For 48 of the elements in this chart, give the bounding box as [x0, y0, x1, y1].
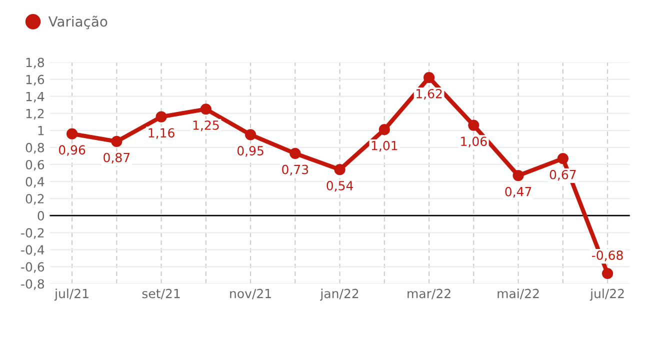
- data-label: 1,62: [416, 88, 442, 100]
- point: [512, 170, 524, 182]
- x-tick-label: nov/21: [230, 288, 271, 300]
- y-tick-label: 0,6: [26, 160, 44, 171]
- point: [334, 164, 346, 176]
- point: [557, 152, 568, 164]
- y-tick-label: -0,4: [21, 245, 44, 256]
- point: [200, 104, 212, 115]
- point: [378, 124, 390, 136]
- y-tick-label: 1,6: [26, 74, 44, 86]
- data-label: 0,95: [237, 146, 264, 157]
- data-label: 0,47: [505, 186, 532, 198]
- y-tick-label: 0,2: [26, 194, 44, 205]
- y-tick-label: 1,8: [26, 58, 44, 68]
- x-tick-label: jul/21: [54, 288, 88, 301]
- point: [66, 128, 78, 140]
- y-tick-label: 0,8: [26, 142, 44, 154]
- y-tick-label: -0,2: [21, 228, 44, 239]
- x-tick-label: jan/22: [320, 288, 358, 301]
- y-tick-label: -0,6: [21, 262, 44, 273]
- point: [244, 129, 256, 140]
- point: [468, 120, 480, 131]
- data-label: 1,06: [461, 136, 487, 148]
- legend-label: Variação: [48, 16, 108, 30]
- data-label: 0,73: [282, 164, 308, 176]
- y-tick-label: 0: [38, 211, 44, 221]
- point: [290, 148, 301, 159]
- data-label: 0,96: [58, 145, 86, 156]
- data-label: 1,16: [148, 128, 174, 139]
- point: [156, 111, 167, 122]
- point: [602, 268, 614, 280]
- data-label: 1,25: [193, 120, 219, 132]
- y-tick-label: 1: [38, 126, 44, 136]
- point: [423, 72, 435, 84]
- data-label: 1,01: [372, 140, 398, 152]
- x-tick-label: mai/22: [498, 288, 539, 300]
- point: [111, 136, 122, 148]
- data-label: 0,87: [104, 152, 130, 164]
- x-tick-label: jul/22: [590, 288, 624, 301]
- data-label: -0,68: [592, 250, 623, 262]
- y-tick-label: 0,4: [26, 176, 44, 188]
- y-tick-label: 1,2: [26, 108, 44, 120]
- x-tick-label: set/21: [142, 288, 180, 300]
- x-tick-label: mar/22: [408, 288, 450, 300]
- y-tick-label: -0,8: [21, 279, 44, 290]
- y-tick-label: 1,4: [26, 92, 44, 103]
- data-label: 0,67: [550, 170, 576, 181]
- data-label: 0,54: [326, 180, 354, 192]
